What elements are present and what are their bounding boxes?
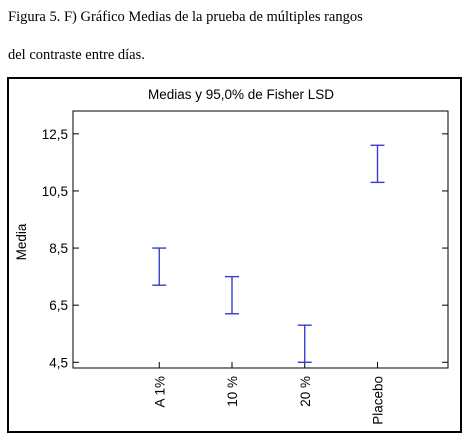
- x-tick-label: A 1%: [152, 376, 167, 408]
- interval-bar: [297, 324, 312, 363]
- chart-svg: Medias y 95,0% de Fisher LSD Media 4,5 6,…: [14, 87, 449, 425]
- y-tick-label: 6,5: [49, 298, 68, 313]
- interval-bar: [225, 275, 239, 315]
- interval-bar: [370, 144, 385, 184]
- chart-title: Medias y 95,0% de Fisher LSD: [148, 87, 334, 102]
- chart-frame: Medias y 95,0% de Fisher LSD Media 4,5 6,…: [7, 77, 462, 433]
- plot-area: [72, 110, 449, 369]
- y-axis-label: Media: [14, 223, 29, 260]
- figure-caption-line-2: del contraste entre días.: [8, 47, 145, 63]
- y-tick-label: 12,5: [42, 127, 68, 142]
- figure-caption-line-1: Figura 5. F) Gráfico Medias de la prueba…: [8, 9, 363, 25]
- x-tick-label: 10 %: [225, 376, 240, 407]
- x-tick-label: Placebo: [371, 376, 386, 425]
- x-ticks: A 1% 10 % 20 % Placebo: [152, 362, 386, 425]
- interval-bar: [152, 247, 167, 286]
- y-ticks: 4,5 6,5 8,5 10,5 12,5: [42, 127, 448, 370]
- x-tick-label: 20 %: [298, 376, 313, 407]
- y-tick-label: 8,5: [49, 241, 68, 256]
- y-tick-label: 4,5: [49, 355, 68, 370]
- intervals: [152, 144, 385, 363]
- y-tick-label: 10,5: [42, 184, 68, 199]
